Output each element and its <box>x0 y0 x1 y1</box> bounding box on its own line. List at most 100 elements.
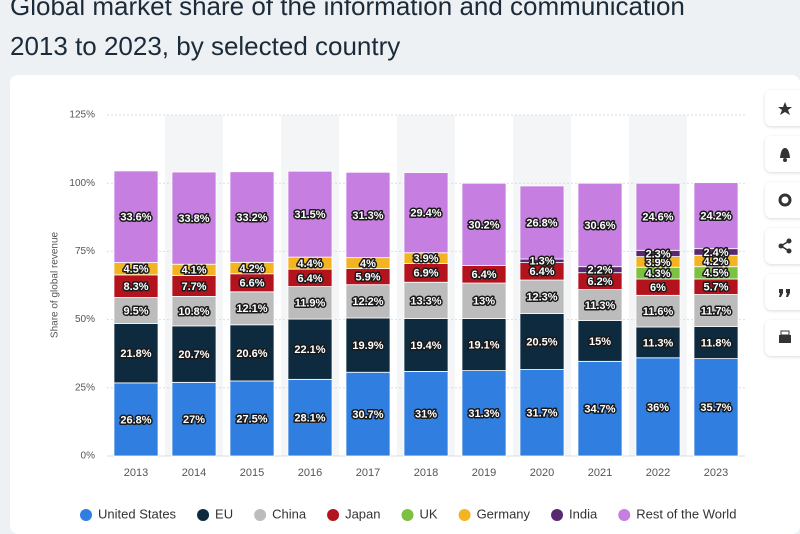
value-label: 4.1% <box>181 265 206 277</box>
value-label: 20.7% <box>178 349 209 361</box>
value-label: 30.2% <box>468 219 499 231</box>
x-tick-label: 2016 <box>298 467 322 479</box>
y-tick-label: 125% <box>69 110 95 121</box>
value-label: 11.3% <box>643 337 674 349</box>
legend-swatch <box>254 509 267 521</box>
value-label: 31.7% <box>526 408 557 420</box>
bar-segment <box>113 170 159 263</box>
value-label: 11.6% <box>643 306 674 318</box>
value-label: 30.7% <box>352 409 383 421</box>
value-label: 6% <box>650 282 666 294</box>
value-label: 13.3% <box>410 295 441 307</box>
legend-swatch <box>618 509 631 521</box>
settings-button[interactable] <box>765 182 800 218</box>
bar-segment <box>345 284 391 319</box>
y-tick-label: 100% <box>69 178 95 189</box>
bar-segment <box>461 282 507 319</box>
share-button[interactable] <box>765 228 800 264</box>
value-label: 31.5% <box>294 209 325 221</box>
bar-segment <box>287 318 333 380</box>
bar-segment <box>229 380 275 457</box>
value-label: 26.8% <box>526 217 557 229</box>
legend-label: United States <box>98 506 177 521</box>
value-label: 30.6% <box>584 220 615 232</box>
value-label: 19.4% <box>410 340 441 352</box>
bar-segment <box>287 170 333 258</box>
value-label: 27.5% <box>236 413 267 425</box>
chart-subtitle: 2013 to 2023, by selected country <box>10 31 401 61</box>
bar-segment <box>345 171 391 259</box>
legend-label: Germany <box>477 506 531 521</box>
cite-button[interactable] <box>765 274 800 310</box>
value-label: 24.6% <box>642 212 673 224</box>
value-label: 22.1% <box>294 344 325 356</box>
value-label: 6.4% <box>471 269 496 281</box>
legend-label: Japan <box>345 506 380 521</box>
legend-swatch <box>551 509 564 521</box>
value-label: 13% <box>473 296 495 308</box>
value-label: 4.2% <box>703 256 728 268</box>
x-tick-label: 2013 <box>124 467 148 479</box>
bar-segment <box>693 294 739 327</box>
value-label: 27% <box>183 414 205 426</box>
x-tick-label: 2019 <box>472 467 496 479</box>
bar-segment <box>519 279 565 314</box>
bar-segment <box>229 324 275 382</box>
value-label: 5.7% <box>703 282 728 294</box>
legend-swatch <box>327 509 340 521</box>
bar-segment <box>577 289 623 321</box>
value-label: 4% <box>360 258 376 270</box>
y-tick-label: 0% <box>81 451 96 462</box>
value-label: 6.2% <box>587 276 612 288</box>
bar-segment <box>577 182 623 268</box>
value-label: 21.8% <box>120 348 151 360</box>
bar-segment <box>693 358 739 457</box>
value-label: 20.6% <box>236 348 267 360</box>
value-label: 28.1% <box>294 413 325 425</box>
value-label: 8.3% <box>123 281 148 293</box>
legend-swatch <box>458 509 471 521</box>
legend-label: EU <box>215 506 233 521</box>
value-label: 7.7% <box>181 281 206 293</box>
x-tick-label: 2015 <box>240 467 264 479</box>
value-label: 3.9% <box>413 253 438 265</box>
bar-segment <box>171 381 217 457</box>
bar-segment <box>577 320 623 362</box>
value-label: 1.3% <box>529 256 554 268</box>
legend-swatch <box>401 509 414 521</box>
value-label: 6.4% <box>529 266 554 278</box>
value-label: 6.4% <box>297 273 322 285</box>
value-label: 4.5% <box>703 268 728 280</box>
value-label: 4.3% <box>645 268 670 280</box>
bell-button[interactable] <box>765 136 800 172</box>
star-button[interactable] <box>765 90 800 126</box>
bar-segment <box>113 382 159 457</box>
bar-segment <box>635 326 681 359</box>
value-label: 6.6% <box>239 278 264 290</box>
bar-segment <box>635 294 681 328</box>
value-label: 12.3% <box>526 292 557 304</box>
bar-segment <box>519 313 565 370</box>
value-label: 11.9% <box>295 298 326 310</box>
bar-segment <box>635 357 681 457</box>
value-label: 6.9% <box>413 268 438 280</box>
value-label: 19.1% <box>468 339 499 351</box>
x-tick-label: 2017 <box>356 467 380 479</box>
value-label: 36% <box>647 402 669 414</box>
bar-segment <box>113 297 159 324</box>
value-label: 29.4% <box>410 208 441 220</box>
bar-segment <box>461 182 507 266</box>
value-label: 4.5% <box>123 264 148 276</box>
chart: Share of global revenue 0% 25% 50% 75% 100% 1… <box>50 110 745 521</box>
legend-label: India <box>569 506 598 521</box>
value-label: 33.8% <box>178 213 209 225</box>
legend-label: Rest of the World <box>636 506 736 521</box>
bar-segment <box>229 171 275 263</box>
value-label: 33.2% <box>236 212 267 224</box>
bar-segment <box>171 171 217 265</box>
print-button[interactable] <box>765 320 800 356</box>
bar-segment <box>229 291 275 326</box>
value-label: 31% <box>415 409 437 421</box>
value-label: 31.3% <box>468 408 499 420</box>
